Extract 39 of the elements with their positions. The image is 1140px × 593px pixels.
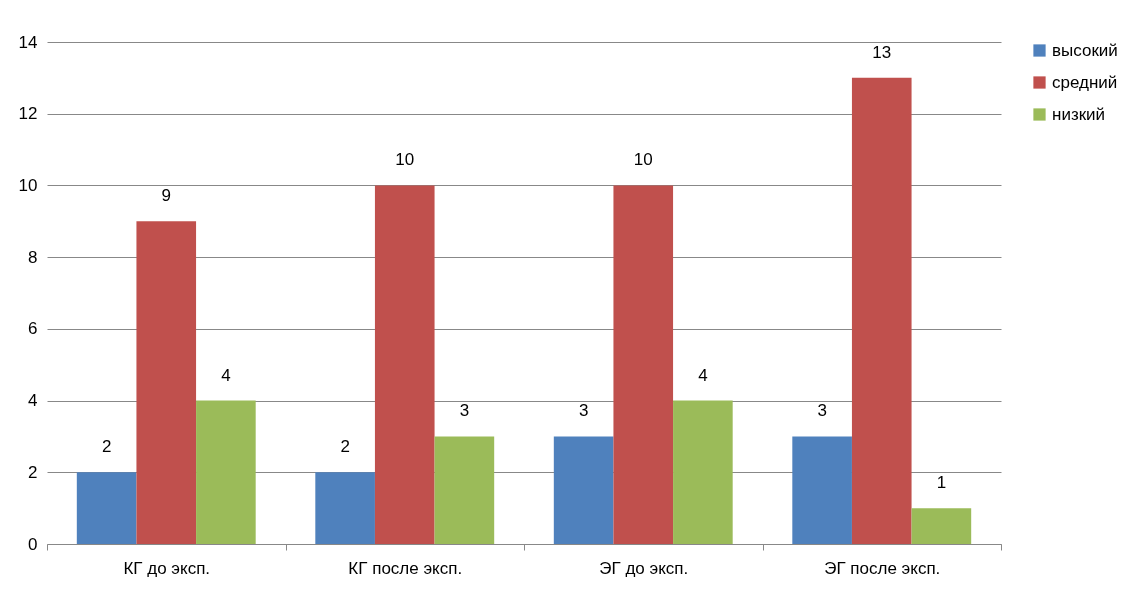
- legend-label: средний: [1052, 72, 1118, 92]
- bar: [553, 436, 614, 544]
- bar: [136, 221, 197, 544]
- data-label: 9: [161, 186, 171, 206]
- x-tick-label: ЭГ после эксп.: [824, 558, 941, 578]
- y-tick-label: 10: [18, 175, 38, 195]
- data-label: 13: [872, 42, 892, 62]
- bar: [792, 436, 852, 544]
- legend-label: низкий: [1052, 104, 1106, 124]
- y-tick-label: 8: [28, 247, 38, 267]
- data-label: 10: [395, 150, 415, 170]
- data-label: 10: [633, 150, 653, 170]
- data-label: 3: [578, 401, 589, 421]
- legend-label: высокий: [1052, 40, 1118, 60]
- bar: [613, 185, 674, 544]
- data-label: 2: [340, 437, 350, 457]
- y-tick-label: 6: [28, 319, 38, 339]
- data-label: 3: [459, 401, 470, 421]
- bar: [196, 400, 256, 544]
- bar: [374, 185, 435, 544]
- bar: [851, 77, 912, 544]
- bar: [315, 472, 375, 544]
- y-tick-label: 0: [28, 534, 38, 554]
- bar: [911, 508, 972, 544]
- data-label: 4: [698, 365, 708, 385]
- x-tick-label: КГ до эксп.: [123, 558, 211, 578]
- x-tick-label: КГ после эксп.: [348, 558, 463, 578]
- bar: [673, 400, 733, 544]
- data-label: 4: [221, 365, 231, 385]
- bar: [76, 472, 137, 544]
- bar: [434, 436, 495, 544]
- y-tick-label: 4: [28, 391, 38, 411]
- y-tick-label: 14: [18, 32, 38, 52]
- y-tick-label: 12: [18, 104, 38, 124]
- data-label: 1: [936, 473, 947, 493]
- x-tick-label: ЭГ до эксп.: [599, 558, 689, 578]
- y-tick-label: 2: [28, 462, 38, 482]
- data-label: 3: [817, 401, 827, 421]
- data-label: 2: [101, 437, 112, 457]
